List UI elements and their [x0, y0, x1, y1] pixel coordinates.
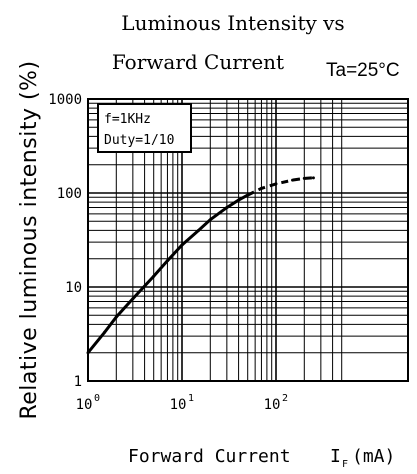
- x-tick-label: 10: [76, 397, 93, 413]
- x-axis-label: Forward Current: [128, 446, 291, 467]
- temperature-condition: Ta=25°C: [326, 60, 400, 81]
- data-point: [259, 186, 263, 190]
- data-point: [180, 243, 184, 247]
- x-tick-exponent: 0: [94, 393, 100, 404]
- series-curve-dashed: [247, 176, 314, 197]
- data-point: [103, 330, 107, 334]
- x-tick-exponent: 1: [188, 393, 194, 404]
- data-point: [131, 297, 135, 301]
- data-point: [246, 193, 250, 197]
- data-point: [165, 259, 169, 263]
- x-axis-unit: (mA): [352, 446, 395, 467]
- data-point: [311, 176, 315, 180]
- y-tick-labels: 1 10 100 1000: [48, 92, 82, 390]
- y-tick-label: 10: [65, 280, 82, 296]
- x-tick-label: 10: [170, 397, 187, 413]
- series-curve-solid: [86, 193, 249, 354]
- y-tick-label: 1: [74, 374, 82, 390]
- x-axis-symbol-subscript: F: [342, 459, 348, 470]
- data-point: [152, 274, 156, 278]
- annotation-frequency: f=1KHz: [104, 112, 151, 127]
- annotation-duty: Duty=1/10: [104, 133, 174, 148]
- plot-frame: [87, 98, 409, 382]
- chart-title-line2: Forward Current: [112, 50, 284, 74]
- data-point: [225, 206, 229, 210]
- test-conditions-box: f=1KHz Duty=1/10: [97, 103, 192, 153]
- x-tick-exponent: 2: [282, 393, 288, 404]
- data-point: [302, 176, 306, 180]
- x-axis-symbol: I: [330, 446, 341, 467]
- x-tick-labels: 10 0 10 1 10 2: [76, 393, 288, 413]
- y-axis-label: Relative luminous intensity (%): [17, 60, 42, 419]
- data-point: [274, 182, 278, 186]
- x-tick-label: 10: [264, 397, 281, 413]
- data-point: [208, 218, 212, 222]
- y-tick-label: 1000: [48, 92, 82, 108]
- data-point: [86, 351, 90, 355]
- data-points: [86, 176, 315, 355]
- data-point: [114, 315, 118, 319]
- y-tick-label: 100: [57, 186, 82, 202]
- data-point: [237, 198, 241, 202]
- data-point: [197, 228, 201, 232]
- chart-title-line1: Luminous Intensity vs: [121, 11, 344, 35]
- test-conditions-box-frame: [97, 103, 192, 153]
- data-point: [291, 178, 295, 182]
